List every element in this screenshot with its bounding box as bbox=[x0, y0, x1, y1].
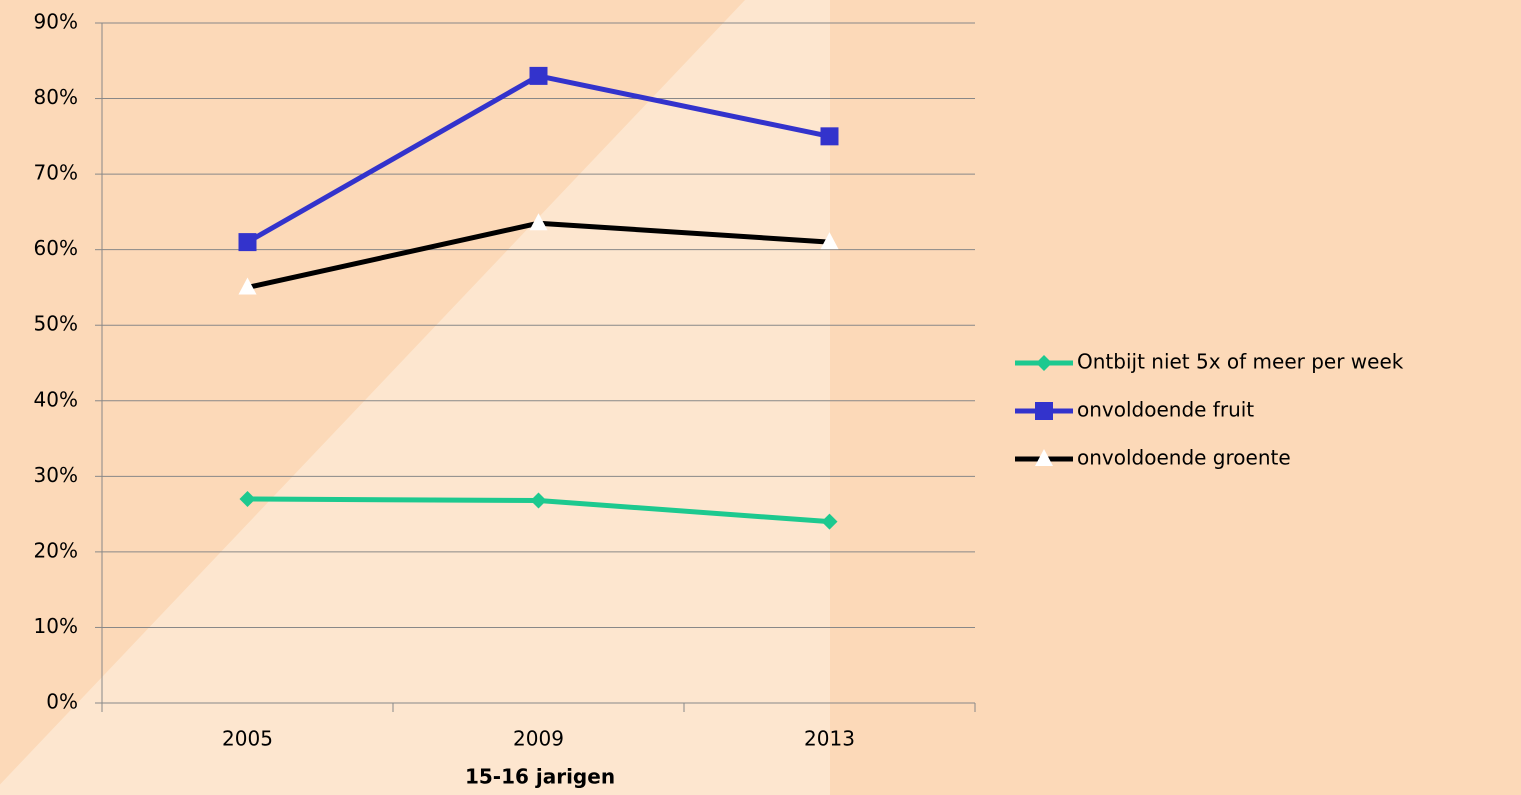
y-tick-label: 50% bbox=[34, 312, 78, 336]
marker bbox=[239, 491, 256, 507]
legend-label: Ontbijt niet 5x of meer per week bbox=[1077, 350, 1404, 374]
y-tick-label: 10% bbox=[34, 614, 78, 638]
y-tick-label: 20% bbox=[34, 538, 78, 562]
y-tick-label: 30% bbox=[34, 463, 78, 487]
marker bbox=[529, 66, 548, 85]
legend-marker bbox=[1036, 355, 1052, 371]
marker bbox=[530, 492, 547, 509]
legend-marker bbox=[1035, 402, 1053, 420]
marker bbox=[821, 513, 838, 530]
legend-marker bbox=[1035, 449, 1053, 466]
x-tick-label: 2013 bbox=[804, 727, 855, 751]
y-tick-label: 70% bbox=[34, 161, 78, 185]
x-tick-label: 2009 bbox=[513, 727, 564, 751]
y-tick-label: 90% bbox=[34, 10, 78, 34]
x-axis-label: 15-16 jarigen bbox=[465, 765, 615, 789]
legend-label: onvoldoende fruit bbox=[1077, 398, 1254, 422]
y-tick-label: 60% bbox=[34, 236, 78, 260]
legend-label: onvoldoende groente bbox=[1077, 446, 1291, 470]
marker bbox=[238, 277, 257, 295]
y-tick-label: 80% bbox=[34, 85, 78, 109]
x-category-ticks bbox=[101, 703, 976, 712]
marker bbox=[820, 127, 839, 146]
marker bbox=[238, 233, 257, 252]
y-tick-label: 40% bbox=[34, 387, 78, 411]
y-tick-label: 0% bbox=[46, 690, 78, 714]
marker bbox=[820, 232, 839, 250]
x-tick-label: 2005 bbox=[222, 727, 273, 751]
background-stripe bbox=[0, 0, 830, 795]
marker bbox=[529, 213, 548, 231]
